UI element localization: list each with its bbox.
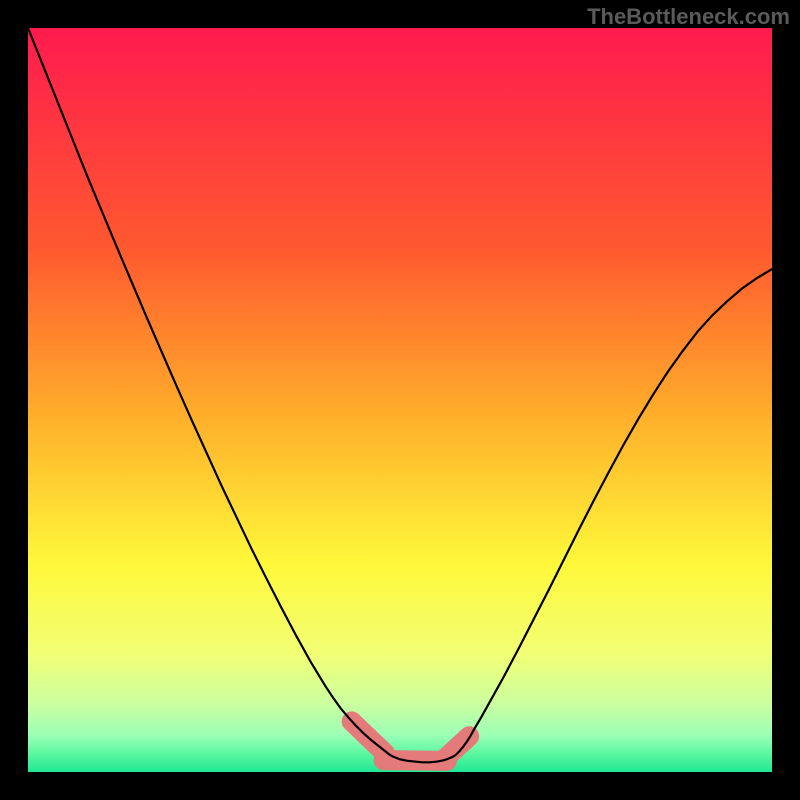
watermark-text: TheBottleneck.com (587, 4, 790, 30)
plot-gradient-area (28, 28, 772, 772)
